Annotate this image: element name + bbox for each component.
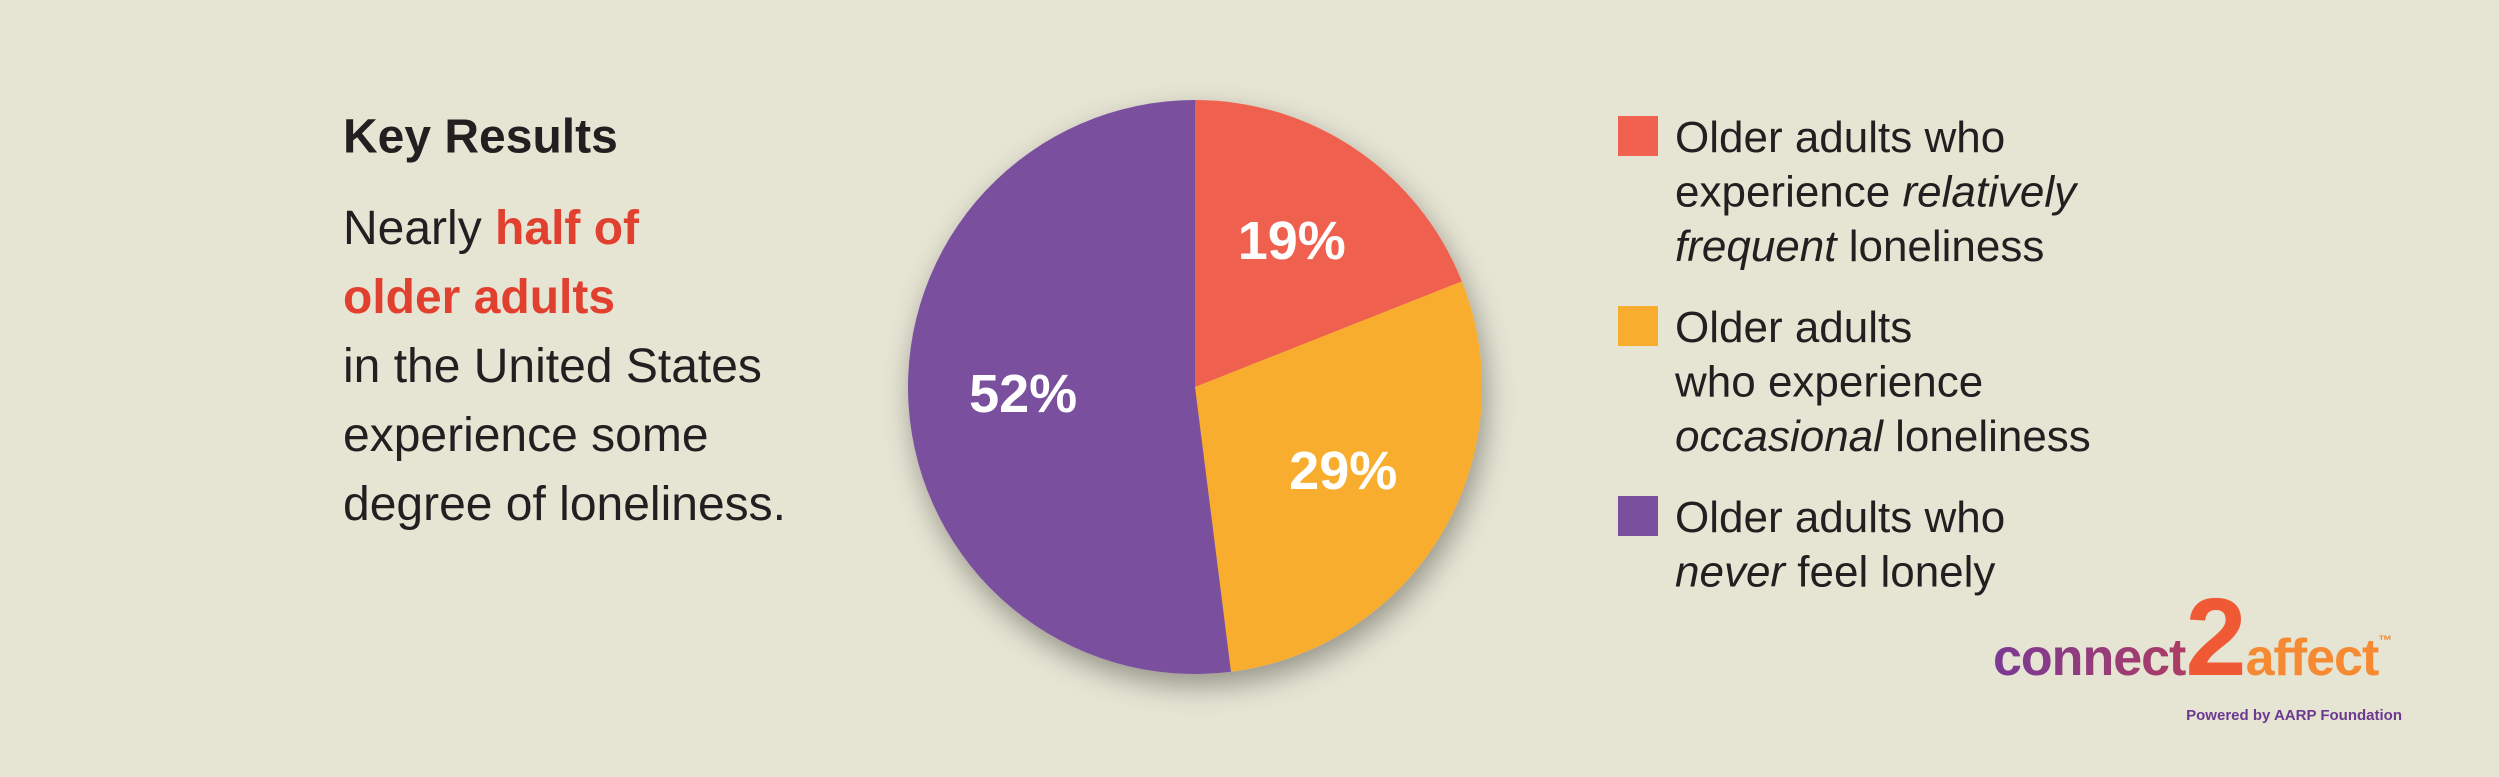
paragraph-line: in the United States	[343, 340, 762, 393]
paragraph-text: older adults	[343, 271, 615, 324]
logo-tm: ™	[2378, 632, 2391, 648]
paragraph-text: half of	[495, 202, 640, 255]
legend-line: Older adults who	[1675, 493, 2005, 542]
logo: connect2affect™	[1993, 576, 2391, 699]
paragraph-text: degree of loneliness.	[343, 478, 786, 531]
paragraph-line: experience some	[343, 409, 709, 462]
legend-line: occasional loneliness	[1675, 412, 2091, 461]
pie-slice	[1195, 100, 1462, 387]
legend-line: frequent loneliness	[1675, 222, 2044, 271]
paragraph-line: older adults	[343, 271, 615, 324]
logo-connect: connect	[1993, 629, 2186, 687]
pie-slice	[908, 100, 1231, 674]
legend-text: Older adults who	[1675, 113, 2005, 162]
legend-swatch	[1618, 496, 1658, 536]
legend-line: Older adults	[1675, 303, 1912, 352]
legend-swatch	[1618, 306, 1658, 346]
legend-text: loneliness	[1836, 222, 2044, 271]
legend-text: loneliness	[1883, 412, 2091, 461]
pie-slice	[1195, 281, 1482, 672]
slice-label: 29%	[1289, 441, 1397, 501]
slice-label: 19%	[1238, 211, 1346, 271]
paragraph-text: experience some	[343, 409, 709, 462]
paragraph-text: in the United States	[343, 340, 762, 393]
legend-text: never	[1675, 547, 1787, 596]
legend-swatch	[1618, 116, 1658, 156]
legend-text: Older adults who	[1675, 493, 2005, 542]
paragraph-line: degree of loneliness.	[343, 478, 786, 531]
paragraph-line: Nearly half of	[343, 202, 640, 255]
logo-two: 2	[2185, 576, 2245, 699]
logo-tagline: Powered by AARP Foundation	[2186, 707, 2402, 724]
legend-text: frequent	[1675, 222, 1838, 271]
legend-text: occasional	[1675, 412, 1884, 461]
legend-text: experience	[1675, 167, 1902, 216]
logo-affect: affect	[2246, 629, 2379, 687]
legend-text: relatively	[1902, 167, 2079, 216]
legend-line: Older adults who	[1675, 113, 2005, 162]
legend-line: never feel lonely	[1675, 547, 1995, 596]
legend-text: feel lonely	[1785, 547, 1995, 596]
legend-text: Older adults	[1675, 303, 1912, 352]
slice-label: 52%	[969, 364, 1077, 424]
legend-line: experience relatively	[1675, 167, 2079, 216]
pie	[908, 100, 1482, 674]
legend-line: who experience	[1674, 357, 1983, 406]
legend-text: who experience	[1674, 357, 1983, 406]
paragraph-text: Nearly	[343, 202, 495, 255]
key-title: Key Results	[343, 111, 618, 164]
